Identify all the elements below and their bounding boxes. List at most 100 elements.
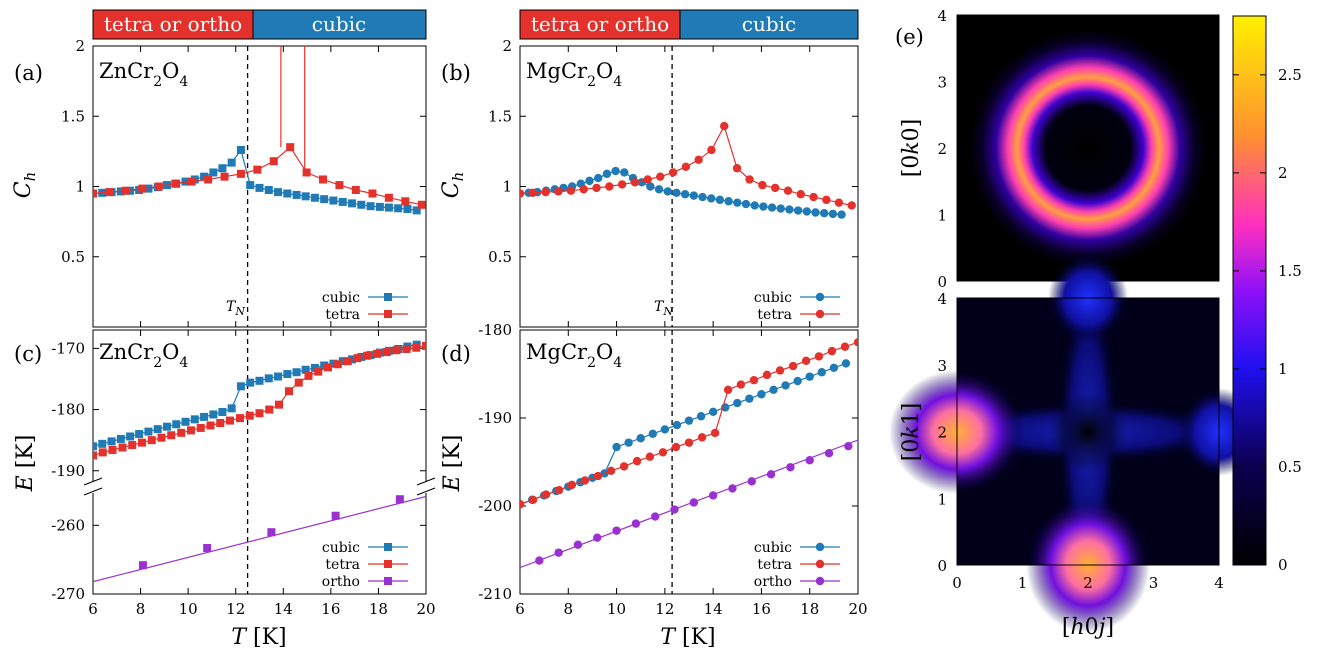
point-cubic [394,204,403,213]
point-cubic [116,434,125,443]
legend-marker-tetra [384,310,392,318]
point-cubic [218,164,227,173]
point-cubic [611,166,620,176]
point-tetra [343,357,352,366]
point-tetra [632,456,642,466]
point-tetra [253,165,262,174]
hk1-axis-label: [0k1] [899,403,924,462]
t-axis-label-c: T [K] [231,625,286,650]
point-cubic [708,407,718,417]
point-tetra [541,490,551,499]
ytick-label-a: 0.5 [61,248,85,266]
colorbar-tick-label: 2 [1278,164,1288,182]
point-tetra [822,195,831,205]
point-ortho [805,456,814,465]
point-tetra [605,182,614,191]
hk0-axis-label: [0k0] [899,119,924,178]
ytick-label-c: -270 [51,585,85,603]
point-tetra [187,177,196,186]
point-tetra [606,466,616,475]
legend-marker-ortho [815,576,825,586]
point-cubic [811,208,820,217]
point-cubic [403,204,412,213]
point-cubic [759,202,768,211]
point-cubic [781,381,790,390]
colorbar-ticks: 0 0.5 1 1.5 2 2.5 [1233,66,1302,574]
point-cubic [329,359,338,368]
point-cubic [320,195,329,204]
point-tetra [304,371,313,380]
point-cubic [338,357,347,366]
point-tetra [593,471,603,481]
point-tetra [269,157,278,166]
point-tetra [118,443,127,452]
point-cubic [153,425,162,434]
point-tetra [567,480,577,490]
xtick-label-d: 8 [564,600,574,618]
point-cubic [172,420,181,429]
point-cubic [93,442,97,451]
legend-label-tetra: tetra [757,557,792,573]
point-cubic [837,210,846,219]
point-tetra [694,155,703,165]
point-tetra [121,186,130,195]
point-tetra [580,476,590,485]
ytick-label-b: 1 [502,178,512,196]
point-cubic [785,205,794,214]
point-cubic [301,365,310,374]
point-cubic [274,188,283,197]
point-cubic [375,202,384,211]
point-cubic [602,169,612,179]
heatmap-ytick-label: 3 [937,357,947,375]
point-tetra [619,462,629,471]
xtick-label-c: 12 [226,600,245,618]
point-tetra [707,145,716,155]
point-tetra [226,416,235,425]
hk0-k: k [899,141,924,154]
phase-band-left-b: tetra or ortho [519,9,681,40]
point-tetra [801,356,811,365]
point-cubic [841,359,851,368]
xtick-label-c: 10 [179,600,198,618]
point-cubic [181,417,190,426]
point-cubic [283,189,292,198]
t-axis-label-d: T [K] [660,625,715,650]
point-tetra [275,400,284,409]
xtick-label-d: 6 [515,600,525,618]
frame-d [519,329,859,595]
point-ortho [593,533,602,542]
t-sym-c: T [231,625,248,650]
point-tetra [681,162,691,172]
point-tetra [788,361,798,371]
point-cubic [745,394,754,403]
point-cubic [200,412,209,421]
panel-tag-d: (d) [441,342,471,366]
point-cubic [246,181,255,190]
point-cubic [292,190,301,199]
point-tetra [770,183,780,193]
point-cubic [817,368,826,377]
point-cubic [612,442,621,452]
point-cubic [135,430,144,439]
point-cubic [236,145,245,154]
point-cubic [283,370,292,379]
point-tetra [528,188,537,198]
point-cubic [793,206,803,215]
point-cubic [227,404,236,413]
point-tetra [157,433,166,442]
legend-label-ortho: ortho [754,574,792,590]
panel-c: 6 8 10 12 14 16 18 20 -170 -180 -190 -260 -270 cubict… [51,329,436,618]
point-tetra [736,380,746,389]
point-tetra [732,164,742,173]
point-cubic [820,208,829,218]
point-tetra [645,452,655,461]
ch-axis-label-b: Ch [439,172,467,199]
heatmap-ytick-label: 1 [937,207,947,225]
point-tetra [834,198,844,207]
point-cubic [264,186,273,195]
point-tetra [204,175,213,184]
xtick-label-c: 6 [88,600,98,618]
point-tetra [384,193,393,202]
heatmap-ytick-label: 2 [937,140,947,158]
